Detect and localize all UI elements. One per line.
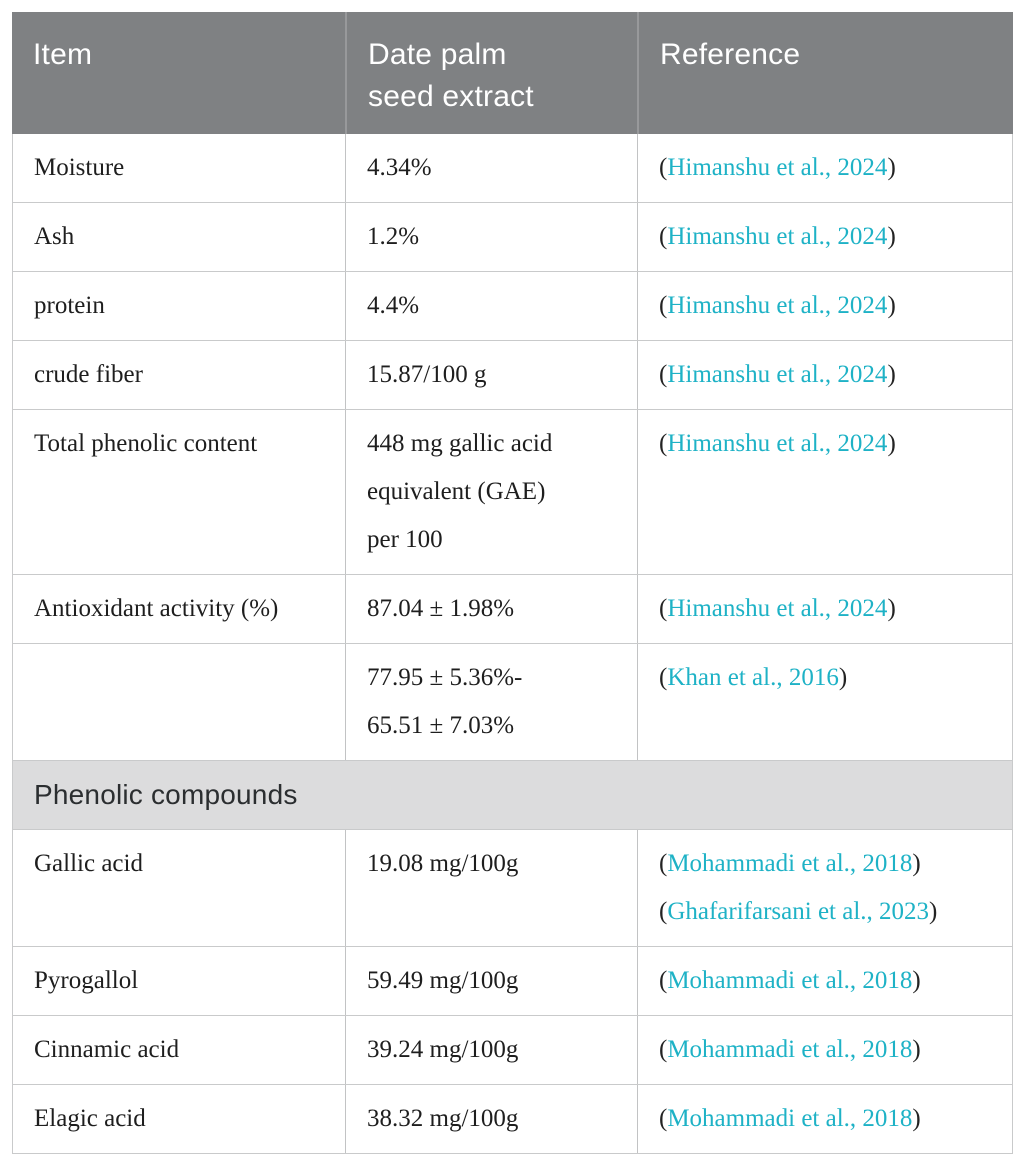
citation-link[interactable]: Himanshu et al., 2024 xyxy=(667,430,888,457)
column-header-item: Item xyxy=(33,38,93,71)
reference-entry: (Himanshu et al., 2024) xyxy=(659,282,994,330)
table-row: Pyrogallol 59.49 mg/100g (Mohammadi et a… xyxy=(13,946,1012,1015)
value-cell: 77.95 ± 5.36%- 65.51 ± 7.03% xyxy=(345,644,637,760)
reference-paren-close: ) xyxy=(929,898,938,925)
reference-paren-close: ) xyxy=(912,967,921,994)
citation-link[interactable]: Khan et al., 2016 xyxy=(667,664,839,691)
item-cell: Elagic acid xyxy=(34,1105,146,1132)
reference-paren-close: ) xyxy=(887,595,896,622)
reference-paren-open: ( xyxy=(659,967,668,994)
table-row: Antioxidant activity (%) 87.04 ± 1.98% (… xyxy=(13,574,1012,643)
reference-cell: (Mohammadi et al., 2018) xyxy=(637,947,1012,1015)
table-row: crude fiber 15.87/100 g (Himanshu et al.… xyxy=(13,340,1012,409)
table-row: Total phenolic content 448 mg gallic aci… xyxy=(13,409,1012,574)
reference-entry: (Mohammadi et al., 2018) xyxy=(659,957,994,1005)
reference-paren-open: ( xyxy=(659,1036,668,1063)
reference-cell: (Mohammadi et al., 2018) xyxy=(637,1085,1012,1153)
reference-entry: (Mohammadi et al., 2018) xyxy=(659,1095,994,1143)
table-body: Moisture 4.34% (Himanshu et al., 2024) A… xyxy=(12,134,1013,1154)
citation-link[interactable]: Himanshu et al., 2024 xyxy=(667,154,888,181)
composition-table: Item Date palm seed extract Reference Mo… xyxy=(12,12,1013,1154)
citation-link[interactable]: Himanshu et al., 2024 xyxy=(667,292,888,319)
reference-paren-open: ( xyxy=(659,223,668,250)
value-cell: 59.49 mg/100g xyxy=(345,947,637,1015)
table-row: 77.95 ± 5.36%- 65.51 ± 7.03% (Khan et al… xyxy=(13,643,1012,760)
reference-entry: (Himanshu et al., 2024) xyxy=(659,585,994,633)
reference-paren-close: ) xyxy=(912,1105,921,1132)
item-cell xyxy=(13,644,345,760)
reference-paren-open: ( xyxy=(659,154,668,181)
item-cell: Moisture xyxy=(34,154,125,181)
table-row: Cinnamic acid 39.24 mg/100g (Mohammadi e… xyxy=(13,1015,1012,1084)
reference-paren-open: ( xyxy=(659,1105,668,1132)
item-cell: protein xyxy=(34,292,105,319)
item-cell: Antioxidant activity (%) xyxy=(34,595,279,622)
reference-paren-open: ( xyxy=(659,595,668,622)
reference-paren-close: ) xyxy=(887,361,896,388)
reference-cell: (Himanshu et al., 2024) xyxy=(637,272,1012,340)
reference-paren-close: ) xyxy=(912,1036,921,1063)
item-cell: Pyrogallol xyxy=(34,967,139,994)
reference-entry: (Himanshu et al., 2024) xyxy=(659,420,994,468)
column-header-reference: Reference xyxy=(637,12,1013,134)
citation-link[interactable]: Himanshu et al., 2024 xyxy=(667,223,888,250)
reference-cell: (Khan et al., 2016) xyxy=(637,644,1012,760)
value-cell: 87.04 ± 1.98% xyxy=(345,575,637,643)
reference-cell: (Mohammadi et al., 2018) (Ghafarifarsani… xyxy=(637,830,1012,946)
reference-cell: (Himanshu et al., 2024) xyxy=(637,341,1012,409)
value-cell: 4.4% xyxy=(345,272,637,340)
value-cell: 39.24 mg/100g xyxy=(345,1016,637,1084)
reference-paren-open: ( xyxy=(659,850,668,877)
value-cell: 448 mg gallic acid equivalent (GAE) per … xyxy=(345,410,637,574)
section-header-label: Phenolic compounds xyxy=(34,779,298,810)
reference-cell: (Himanshu et al., 2024) xyxy=(637,134,1012,202)
reference-entry: (Khan et al., 2016) xyxy=(659,654,994,702)
value-cell: 19.08 mg/100g xyxy=(345,830,637,946)
reference-entry: (Himanshu et al., 2024) xyxy=(659,213,994,261)
item-cell: crude fiber xyxy=(34,361,143,388)
value-cell: 1.2% xyxy=(345,203,637,271)
reference-paren-close: ) xyxy=(887,154,896,181)
item-cell: Cinnamic acid xyxy=(34,1036,180,1063)
reference-entry: (Mohammadi et al., 2018) xyxy=(659,1026,994,1074)
reference-paren-close: ) xyxy=(887,292,896,319)
reference-paren-close: ) xyxy=(887,430,896,457)
citation-link[interactable]: Himanshu et al., 2024 xyxy=(667,595,888,622)
reference-paren-close: ) xyxy=(912,850,921,877)
reference-cell: (Himanshu et al., 2024) xyxy=(637,203,1012,271)
citation-link[interactable]: Mohammadi et al., 2018 xyxy=(667,1036,913,1063)
reference-paren-open: ( xyxy=(659,430,668,457)
item-cell: Total phenolic content xyxy=(34,430,258,457)
citation-link[interactable]: Himanshu et al., 2024 xyxy=(667,361,888,388)
reference-entry: (Himanshu et al., 2024) xyxy=(659,351,994,399)
reference-paren-open: ( xyxy=(659,898,668,925)
table-header-row: Item Date palm seed extract Reference xyxy=(12,12,1013,134)
citation-link[interactable]: Ghafarifarsani et al., 2023 xyxy=(667,898,930,925)
value-cell: 15.87/100 g xyxy=(345,341,637,409)
reference-paren-open: ( xyxy=(659,361,668,388)
table-row: protein 4.4% (Himanshu et al., 2024) xyxy=(13,271,1012,340)
citation-link[interactable]: Mohammadi et al., 2018 xyxy=(667,850,913,877)
reference-cell: (Mohammadi et al., 2018) xyxy=(637,1016,1012,1084)
column-header-extract: Date palm seed extract xyxy=(345,12,637,134)
table-row: Moisture 4.34% (Himanshu et al., 2024) xyxy=(13,134,1012,202)
reference-entry: (Mohammadi et al., 2018) xyxy=(659,840,994,888)
reference-paren-open: ( xyxy=(659,292,668,319)
reference-cell: (Himanshu et al., 2024) xyxy=(637,410,1012,574)
value-cell: 4.34% xyxy=(345,134,637,202)
section-header-row: Phenolic compounds xyxy=(13,760,1012,829)
reference-paren-close: ) xyxy=(887,223,896,250)
table-row: Elagic acid 38.32 mg/100g (Mohammadi et … xyxy=(13,1084,1012,1153)
reference-cell: (Himanshu et al., 2024) xyxy=(637,575,1012,643)
reference-entry: (Ghafarifarsani et al., 2023) xyxy=(659,888,994,936)
reference-entry: (Himanshu et al., 2024) xyxy=(659,144,994,192)
table-row: Ash 1.2% (Himanshu et al., 2024) xyxy=(13,202,1012,271)
table-row: Gallic acid 19.08 mg/100g (Mohammadi et … xyxy=(13,829,1012,946)
reference-paren-open: ( xyxy=(659,664,668,691)
citation-link[interactable]: Mohammadi et al., 2018 xyxy=(667,967,913,994)
item-cell: Gallic acid xyxy=(34,850,143,877)
reference-paren-close: ) xyxy=(838,664,848,691)
item-cell: Ash xyxy=(34,223,75,250)
value-cell: 38.32 mg/100g xyxy=(345,1085,637,1153)
